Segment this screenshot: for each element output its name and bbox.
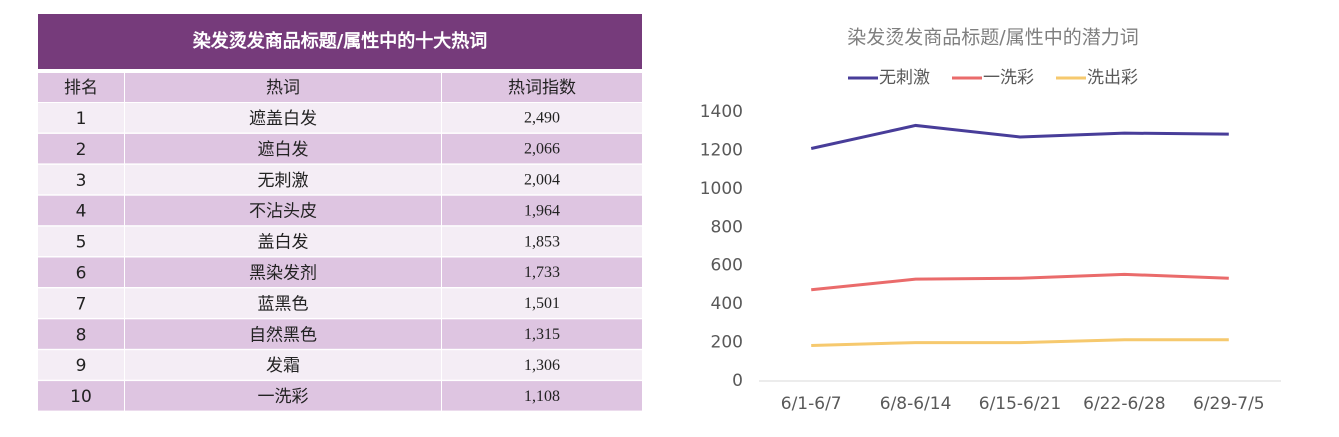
cell-text: 6: [76, 264, 87, 284]
table-cell: [38, 350, 124, 380]
table-cell: [38, 164, 124, 195]
header-cell: [442, 73, 642, 102]
cell-text: 蓝黑色: [258, 294, 309, 314]
cell-text: 1,733: [524, 264, 560, 281]
x-tick-label: 6/22-6/28: [1083, 394, 1166, 414]
series-line: [811, 338, 1229, 347]
cell-text: 2: [76, 140, 87, 160]
legend-label: 无刺激: [879, 68, 930, 88]
table-cell: [125, 381, 441, 411]
cell-text: 2,490: [524, 110, 560, 127]
table-cell: [442, 381, 642, 411]
table-cell: [442, 103, 642, 133]
cell-text: 7: [76, 294, 87, 314]
series-line: [810, 123, 1229, 150]
table-cell: [125, 257, 441, 287]
y-tick-label: 0: [732, 371, 743, 391]
cell-text: 8: [76, 325, 87, 345]
table-cell: [442, 319, 642, 349]
table-cell: [442, 164, 642, 195]
cell-text: 5: [76, 233, 87, 253]
cell-text: 9: [76, 356, 87, 376]
table-cell: [125, 350, 441, 380]
cell-text: 自然黑色: [249, 325, 317, 345]
table-cell: [125, 103, 441, 133]
cell-text: 发霜: [266, 356, 300, 376]
y-tick-label: 600: [711, 256, 743, 276]
header-cell: [125, 73, 441, 102]
cell-text: 1,964: [524, 202, 560, 219]
y-tick-label: 1200: [700, 140, 743, 160]
header-cell: [38, 73, 124, 102]
legend-label: 一洗彩: [983, 68, 1034, 88]
legend-label: 洗出彩: [1087, 68, 1138, 88]
x-tick-label: 6/1-6/7: [781, 394, 842, 414]
table-cell: [125, 195, 441, 226]
table-cell: [38, 226, 124, 257]
y-tick-label: 1000: [700, 179, 743, 199]
table-cell: [125, 226, 441, 257]
cell-text: 遮盖白发: [249, 109, 317, 129]
table-title: 染发烫发商品标题/属性中的十大热词: [192, 30, 488, 52]
x-tick-label: 6/8-6/14: [880, 394, 952, 414]
table-cell: [442, 288, 642, 318]
cell-text: 1,108: [524, 388, 560, 405]
y-tick-label: 200: [711, 333, 743, 353]
table-cell: [442, 133, 642, 164]
table-cell: [38, 257, 124, 287]
x-tick-label: 6/15-6/21: [979, 394, 1062, 414]
table-cell: [442, 195, 642, 226]
cell-text: 一洗彩: [258, 387, 309, 407]
cell-text: 2,004: [524, 171, 560, 188]
table-cell: [442, 350, 642, 380]
cell-text: 1: [76, 109, 87, 129]
table-cell: [125, 133, 441, 164]
table-cell: [442, 226, 642, 257]
cell-text: 1,306: [524, 357, 560, 374]
table-cell: [125, 288, 441, 318]
cell-text: 1,315: [524, 326, 560, 343]
table-title-bg: [38, 14, 642, 69]
cell-text: 1,853: [524, 233, 560, 250]
column-header: 排名: [64, 78, 98, 98]
table-cell: [125, 319, 441, 349]
y-tick-label: 1400: [700, 102, 743, 122]
series-line: [811, 272, 1229, 292]
cell-text: 不沾头皮: [249, 202, 317, 222]
cell-text: 10: [70, 387, 92, 407]
cell-text: 黑染发剂: [249, 264, 317, 284]
y-tick-label: 800: [711, 217, 743, 237]
table-cell: [38, 319, 124, 349]
cell-text: 1,501: [524, 295, 560, 312]
table-cell: [38, 288, 124, 318]
table-cell: [38, 103, 124, 133]
table-cell: [38, 195, 124, 226]
column-header: 热词指数: [508, 78, 576, 98]
cell-text: 4: [76, 202, 87, 222]
table-cell: [442, 257, 642, 287]
chart-title: 染发烫发商品标题/属性中的潜力词: [847, 27, 1138, 49]
y-tick-label: 400: [711, 294, 743, 314]
cell-text: 无刺激: [258, 171, 309, 191]
cell-text: 3: [76, 171, 87, 191]
table-cell: [125, 164, 441, 195]
x-tick-label: 6/29-7/5: [1193, 394, 1265, 414]
table-cell: [38, 133, 124, 164]
table-cell: [38, 381, 124, 411]
cell-text: 遮白发: [258, 140, 309, 160]
cell-text: 盖白发: [258, 233, 309, 253]
column-header: 热词: [266, 78, 300, 98]
cell-text: 2,066: [524, 141, 560, 158]
